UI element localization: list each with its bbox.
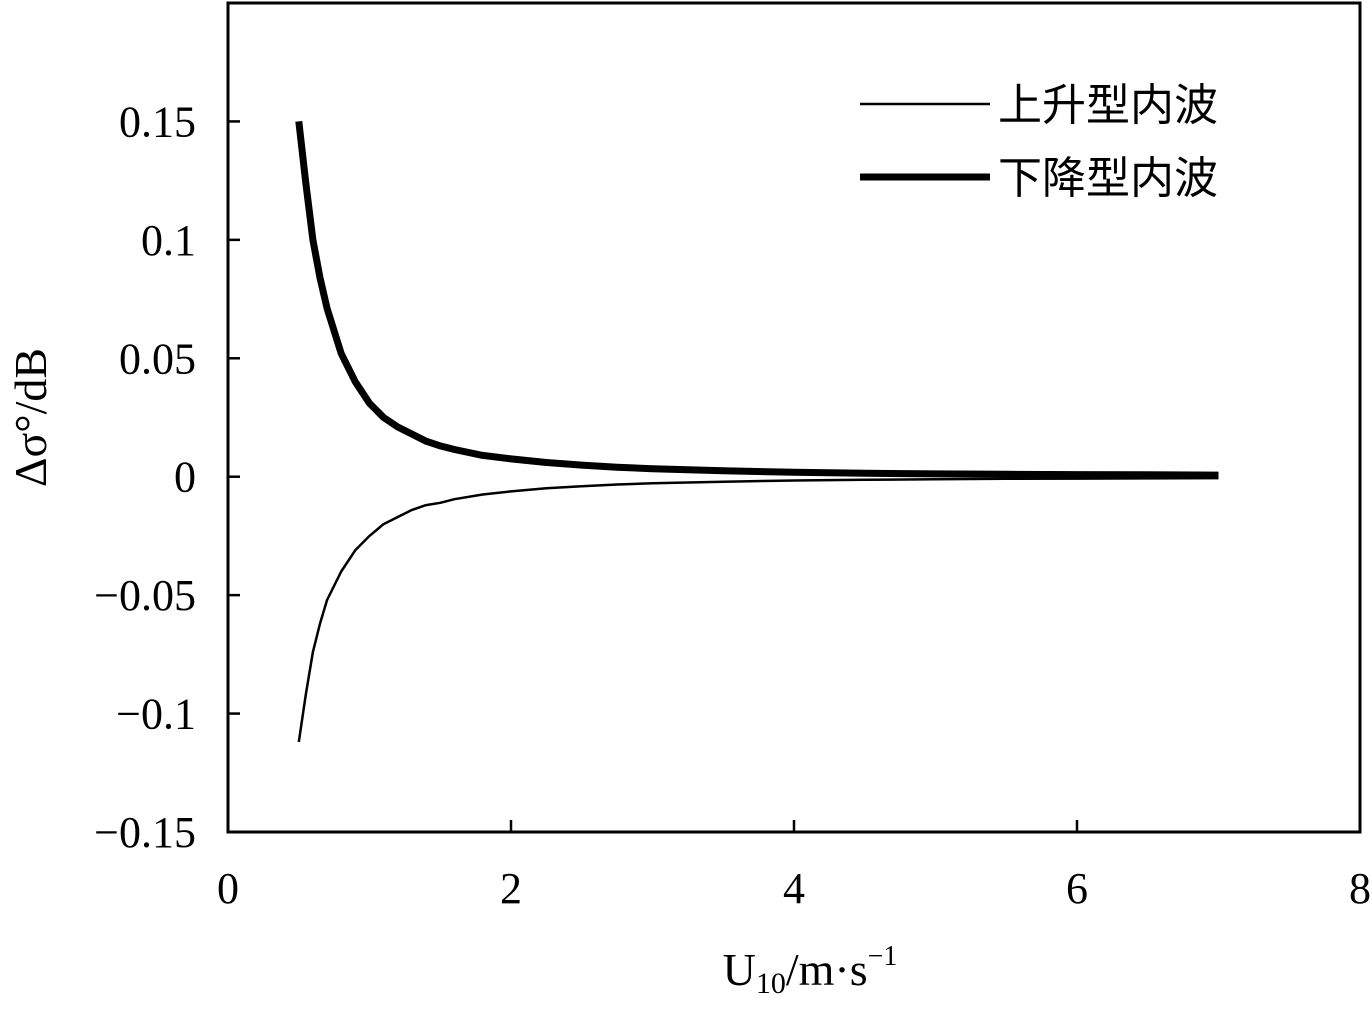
y-tick-label: −0.05 xyxy=(94,571,196,620)
x-tick-label: 6 xyxy=(1066,864,1088,913)
x-axis-title-main: U xyxy=(723,944,756,995)
series-layer xyxy=(295,121,1219,743)
x-axis-title-subscript: 10 xyxy=(756,967,786,1000)
x-tick-label: 4 xyxy=(783,864,805,913)
x-tick-label: 8 xyxy=(1349,864,1371,913)
y-tick-label: 0.1 xyxy=(141,216,196,265)
x-tick-label: 2 xyxy=(500,864,522,913)
legend: 上升型内波 下降型内波 xyxy=(860,80,1218,204)
legend-label-rising: 上升型内波 xyxy=(998,80,1218,131)
y-tick-label: 0 xyxy=(174,453,196,502)
x-axis-title: U10/m·s−1 xyxy=(723,941,898,1000)
legend-label-falling: 下降型内波 xyxy=(998,153,1218,204)
y-axis-title: Δσ°/dB xyxy=(5,348,56,487)
y-tick-label: 0.05 xyxy=(119,334,196,383)
series-line-falling xyxy=(295,121,1219,479)
x-tick-label: 0 xyxy=(217,864,239,913)
x-axis-title-superscript: −1 xyxy=(868,941,898,972)
y-tick-label: 0.15 xyxy=(119,97,196,146)
x-axis-title-units: /m·s xyxy=(786,944,868,995)
y-tick-label: −0.1 xyxy=(116,690,196,739)
series-line-rising xyxy=(297,476,1219,743)
ticks-layer: 0 2 4 6 8 −0.15 −0.1 −0.05 0 0.05 0.1 0.15 xyxy=(94,97,1371,913)
y-tick-label: −0.15 xyxy=(94,808,196,857)
plot-frame xyxy=(226,1,1362,834)
